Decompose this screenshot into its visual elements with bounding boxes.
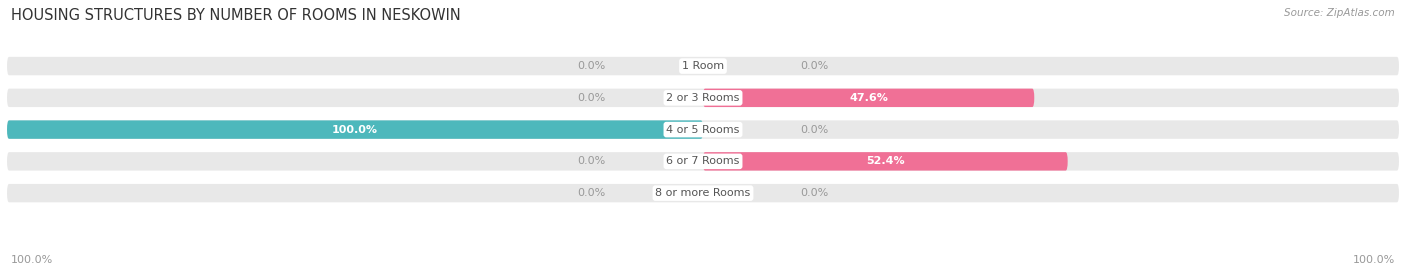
Text: 0.0%: 0.0% [578,61,606,71]
FancyBboxPatch shape [703,89,1035,107]
Text: 2 or 3 Rooms: 2 or 3 Rooms [666,93,740,103]
Text: 0.0%: 0.0% [800,188,828,198]
FancyBboxPatch shape [7,184,1399,202]
Text: 47.6%: 47.6% [849,93,889,103]
Text: 52.4%: 52.4% [866,156,904,166]
Text: 100.0%: 100.0% [332,124,378,135]
Text: 6 or 7 Rooms: 6 or 7 Rooms [666,156,740,166]
Text: 0.0%: 0.0% [800,61,828,71]
Text: 0.0%: 0.0% [800,124,828,135]
Text: Source: ZipAtlas.com: Source: ZipAtlas.com [1284,8,1395,18]
FancyBboxPatch shape [7,120,1399,139]
Text: 8 or more Rooms: 8 or more Rooms [655,188,751,198]
Text: 1 Room: 1 Room [682,61,724,71]
FancyBboxPatch shape [7,152,1399,171]
Text: 100.0%: 100.0% [11,255,53,265]
Text: 0.0%: 0.0% [578,93,606,103]
Text: 100.0%: 100.0% [1353,255,1395,265]
Text: 4 or 5 Rooms: 4 or 5 Rooms [666,124,740,135]
FancyBboxPatch shape [7,89,1399,107]
Text: 0.0%: 0.0% [578,188,606,198]
FancyBboxPatch shape [703,152,1067,171]
Text: HOUSING STRUCTURES BY NUMBER OF ROOMS IN NESKOWIN: HOUSING STRUCTURES BY NUMBER OF ROOMS IN… [11,8,461,23]
FancyBboxPatch shape [7,120,703,139]
FancyBboxPatch shape [7,57,1399,75]
Text: 0.0%: 0.0% [578,156,606,166]
